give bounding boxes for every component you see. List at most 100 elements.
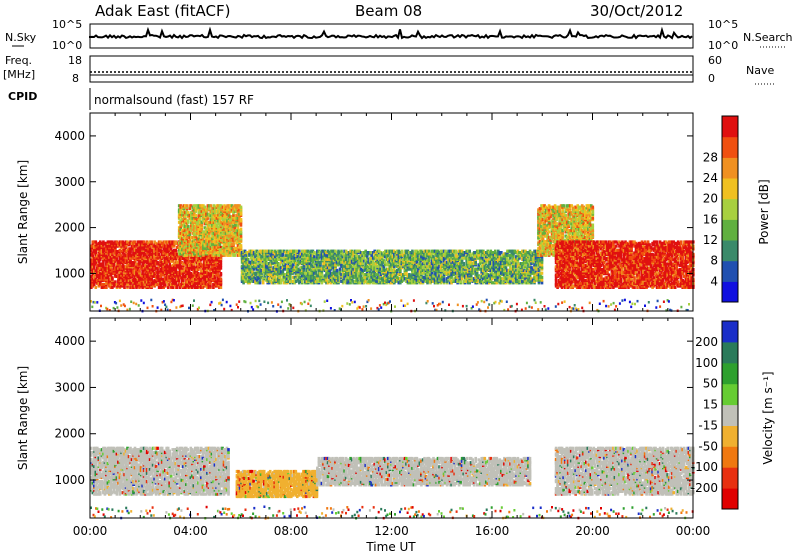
scatter-cell bbox=[371, 281, 375, 285]
scatter-cell bbox=[320, 267, 324, 271]
scatter-cell bbox=[102, 262, 105, 266]
scatter-cell bbox=[408, 281, 411, 285]
scatter-cell bbox=[96, 263, 99, 267]
scatter-cell bbox=[329, 260, 333, 264]
scatter-cell bbox=[169, 259, 173, 263]
scatter-cell bbox=[418, 257, 422, 261]
scatter-cell bbox=[208, 207, 211, 211]
scatter-cell bbox=[296, 278, 300, 282]
scatter-cell bbox=[367, 260, 370, 264]
scatter-cell bbox=[332, 255, 336, 259]
scatter-cell bbox=[114, 283, 117, 287]
scatter-cell bbox=[299, 275, 303, 279]
scatter-cell bbox=[139, 259, 143, 263]
scatter-cell bbox=[384, 255, 387, 259]
scatter-cell bbox=[135, 267, 138, 272]
scatter-cell bbox=[210, 272, 214, 276]
scatter-cell bbox=[216, 265, 220, 269]
scatter-cell bbox=[346, 275, 349, 279]
scatter-cell bbox=[96, 278, 99, 283]
scatter-cell bbox=[196, 242, 199, 246]
scatter-cell bbox=[409, 251, 413, 255]
scatter-cell bbox=[175, 270, 179, 274]
scatter-cell bbox=[245, 253, 248, 257]
scatter-cell bbox=[251, 273, 254, 277]
scatter-cell bbox=[391, 255, 395, 259]
scatter-cell bbox=[195, 256, 199, 261]
scatter-cell bbox=[198, 281, 202, 285]
scatter-cell bbox=[281, 249, 285, 253]
scatter-cell bbox=[200, 242, 204, 246]
scatter-cell bbox=[329, 271, 333, 275]
scatter-cell bbox=[165, 261, 168, 265]
scatter-cell bbox=[209, 272, 212, 276]
scatter-cell bbox=[296, 267, 300, 271]
scatter-cell bbox=[358, 255, 361, 259]
scatter-cell bbox=[177, 226, 181, 230]
scatter-cell bbox=[151, 272, 155, 276]
scatter-cell bbox=[218, 207, 222, 211]
scatter-cell bbox=[273, 274, 277, 278]
scatter-cell bbox=[202, 204, 205, 208]
scatter-cell bbox=[199, 252, 202, 256]
scatter-cell bbox=[153, 284, 156, 288]
scatter-cell bbox=[179, 219, 182, 223]
scatter-cell bbox=[409, 274, 413, 278]
scatter-cell bbox=[436, 259, 440, 263]
scatter-cell bbox=[191, 205, 195, 209]
scatter-cell bbox=[388, 259, 392, 263]
scatter-cell bbox=[362, 251, 366, 255]
scatter-cell bbox=[223, 204, 226, 208]
scatter-cell bbox=[212, 235, 216, 239]
scatter-cell bbox=[109, 252, 113, 256]
scatter-cell bbox=[145, 265, 149, 269]
freq-top: 18 bbox=[68, 54, 82, 67]
scatter-cell bbox=[206, 204, 210, 208]
scatter-cell bbox=[188, 238, 192, 242]
scatter-cell bbox=[298, 256, 301, 260]
scatter-cell bbox=[352, 251, 355, 255]
scatter-cell bbox=[135, 278, 138, 283]
scatter-cell bbox=[136, 277, 140, 281]
scatter-cell bbox=[358, 271, 361, 275]
scatter-cell bbox=[150, 248, 153, 252]
scatter-cell bbox=[403, 264, 407, 268]
scatter-cell bbox=[388, 256, 392, 260]
scatter-cell bbox=[331, 259, 334, 263]
scatter-cell bbox=[168, 252, 171, 256]
scatter-cell bbox=[322, 275, 325, 279]
scatter-cell bbox=[126, 240, 129, 244]
scatter-cell bbox=[240, 260, 244, 264]
scatter-cell bbox=[270, 255, 274, 259]
scatter-cell bbox=[166, 258, 170, 262]
scatter-cell bbox=[208, 237, 211, 241]
scatter-cell bbox=[197, 248, 201, 252]
scatter-cell bbox=[192, 280, 196, 284]
scatter-cell bbox=[263, 266, 266, 270]
scatter-cell bbox=[281, 277, 285, 281]
scatter-cell bbox=[203, 219, 207, 223]
scatter-cell bbox=[346, 273, 349, 277]
scatter-cell bbox=[160, 281, 164, 285]
scatter-cell bbox=[197, 222, 201, 226]
scatter-cell bbox=[304, 259, 307, 263]
scatter-cell bbox=[206, 283, 209, 287]
scatter-cell bbox=[171, 278, 174, 283]
scatter-cell bbox=[160, 269, 164, 273]
scatter-cell bbox=[233, 246, 237, 250]
scatter-cell bbox=[215, 223, 219, 227]
scatter-cell bbox=[220, 215, 223, 219]
scatter-cell bbox=[127, 241, 131, 245]
scatter-cell bbox=[203, 233, 207, 237]
scatter-cell bbox=[286, 249, 289, 253]
scatter-cell bbox=[211, 223, 214, 227]
scatter-cell bbox=[93, 263, 96, 267]
scatter-cell bbox=[114, 273, 117, 277]
scatter-cell bbox=[182, 252, 186, 256]
scatter-cell bbox=[200, 240, 204, 244]
scatter-cell bbox=[136, 267, 140, 272]
scatter-cell bbox=[340, 279, 343, 283]
scatter-cell bbox=[328, 274, 331, 278]
scatter-cell bbox=[215, 240, 219, 244]
scatter-cell bbox=[238, 204, 241, 208]
